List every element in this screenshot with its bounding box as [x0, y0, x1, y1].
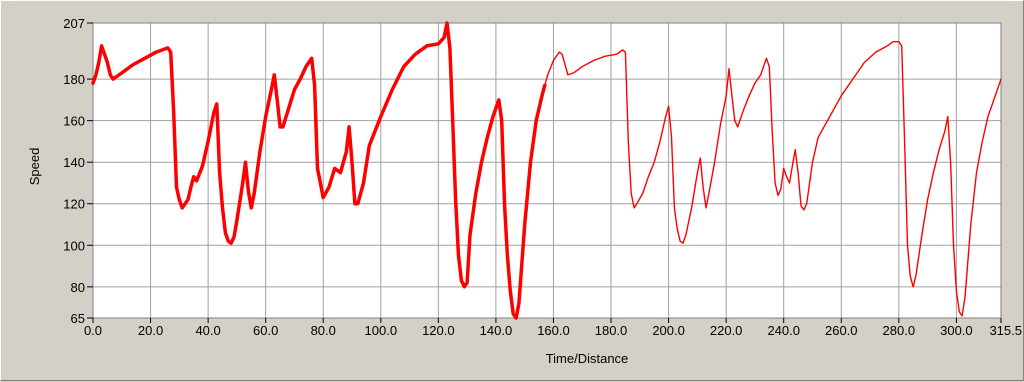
y-tick-label: 100	[63, 238, 85, 253]
x-tick-label: 180.0	[595, 323, 628, 338]
y-tick-label: 80	[71, 280, 85, 295]
x-tick-label: 120.0	[422, 323, 455, 338]
x-tick-label: 100.0	[365, 323, 398, 338]
x-tick-label: 240.0	[767, 323, 800, 338]
x-tick-label: 0.0	[84, 323, 102, 338]
series-line-thin	[544, 41, 1002, 317]
y-tick-label: 140	[63, 155, 85, 170]
y-tick-label: 65	[71, 311, 85, 326]
series-line-thick	[91, 21, 547, 320]
x-tick-label: 140.0	[480, 323, 513, 338]
y-axis: 65 80 100 120 140 160 180 207	[63, 16, 93, 326]
x-tick-label: 20.0	[138, 323, 163, 338]
y-tick-label: 180	[63, 72, 85, 87]
x-axis-title: Time/Distance	[546, 351, 629, 366]
x-tick-label: 60.0	[253, 323, 278, 338]
x-tick-label: 300.0	[940, 323, 973, 338]
series-lines	[91, 21, 1002, 320]
x-tick-label: 315.5	[989, 323, 1022, 338]
plot-border	[92, 22, 1002, 319]
x-tick-label: 260.0	[825, 323, 858, 338]
y-axis-title: Speed	[27, 148, 42, 186]
y-tick-label: 120	[63, 197, 85, 212]
x-tick-label: 160.0	[537, 323, 570, 338]
y-tick-label: 160	[63, 114, 85, 129]
plot-area	[93, 23, 1001, 318]
x-tick-label: 200.0	[652, 323, 685, 338]
x-axis: 0.0 20.0 40.0 60.0 80.0 100.0 120.0 140.0 160.0 1…	[84, 318, 1022, 338]
x-tick-label: 220.0	[710, 323, 743, 338]
x-tick-label: 80.0	[311, 323, 336, 338]
x-tick-label: 40.0	[195, 323, 220, 338]
y-tick-label: 207	[63, 16, 85, 31]
x-tick-label: 280.0	[883, 323, 916, 338]
